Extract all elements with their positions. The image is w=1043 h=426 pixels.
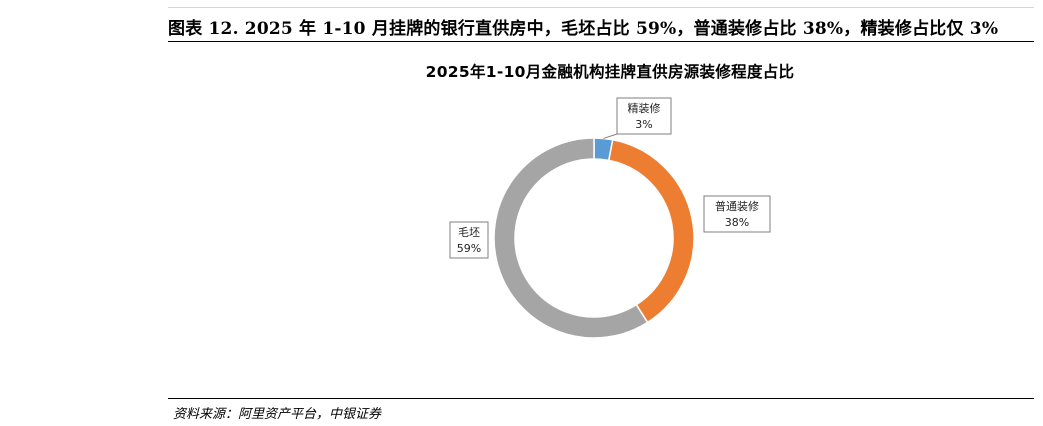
data-label-2: 毛坯 59% bbox=[449, 221, 489, 259]
donut-slice-2 bbox=[493, 137, 649, 339]
data-label-name-2: 毛坯 bbox=[458, 226, 480, 239]
data-label-name-1: 普通装修 bbox=[715, 199, 759, 213]
data-label-0: 精装修 3% bbox=[616, 97, 672, 135]
data-label-value-0: 3% bbox=[635, 118, 652, 131]
chart-title: 2025年1-10月金融机构挂牌直供房源装修程度占比 bbox=[425, 63, 795, 81]
data-label-value-2: 59% bbox=[457, 242, 481, 255]
source-note: 资料来源：阿里资产平台，中银证券 bbox=[173, 407, 382, 422]
source-rule bbox=[168, 398, 1034, 399]
data-label-value-1: 38% bbox=[725, 216, 749, 229]
figure-title: 图表 12. 2025 年 1-10 月挂牌的银行直供房中，毛坯占比 59%，普… bbox=[168, 19, 999, 39]
data-label-1: 普通装修 38% bbox=[703, 195, 771, 233]
title-rule bbox=[168, 41, 1034, 42]
donut-slice-1 bbox=[607, 138, 695, 324]
leader-line bbox=[603, 133, 618, 139]
top-decorative-rule bbox=[168, 7, 1034, 8]
data-label-name-0: 精装修 bbox=[628, 101, 661, 115]
